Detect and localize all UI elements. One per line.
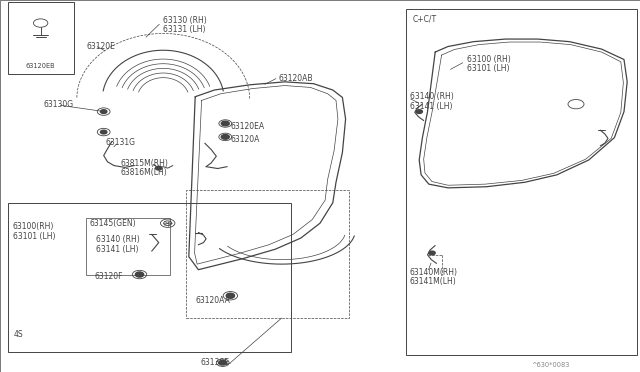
Text: 63100 (RH): 63100 (RH) <box>467 55 511 64</box>
Text: 63130 (RH): 63130 (RH) <box>163 16 207 25</box>
Text: C+C/T: C+C/T <box>413 14 437 23</box>
Text: 63141 (LH): 63141 (LH) <box>96 245 138 254</box>
Circle shape <box>100 130 107 134</box>
Circle shape <box>221 121 229 126</box>
Text: ^630*0083: ^630*0083 <box>531 362 570 368</box>
Text: 63120E: 63120E <box>86 42 115 51</box>
Circle shape <box>429 251 435 255</box>
Text: 63816M(LH): 63816M(LH) <box>120 169 167 177</box>
Text: 63120F: 63120F <box>95 272 124 280</box>
Circle shape <box>219 360 227 365</box>
Circle shape <box>100 110 107 113</box>
Text: 63145(GEN): 63145(GEN) <box>90 219 136 228</box>
Text: 63120AB: 63120AB <box>278 74 313 83</box>
Text: 63120AA: 63120AA <box>195 296 230 305</box>
Circle shape <box>221 135 229 139</box>
Text: 63130E: 63130E <box>200 358 229 367</box>
Circle shape <box>136 272 143 277</box>
Text: 63140M(RH): 63140M(RH) <box>410 268 458 277</box>
Text: 63140 (RH): 63140 (RH) <box>96 235 140 244</box>
Text: 63140 (RH): 63140 (RH) <box>410 92 453 101</box>
Text: 63100(RH): 63100(RH) <box>13 222 54 231</box>
Text: 63120EA: 63120EA <box>230 122 264 131</box>
Text: 63131G: 63131G <box>106 138 136 147</box>
Text: 63101 (LH): 63101 (LH) <box>467 64 509 73</box>
Text: 63815M(RH): 63815M(RH) <box>120 159 168 168</box>
Text: 63130G: 63130G <box>44 100 74 109</box>
Text: 63131 (LH): 63131 (LH) <box>163 25 205 34</box>
Circle shape <box>136 272 143 277</box>
Circle shape <box>227 294 234 298</box>
Circle shape <box>156 166 162 170</box>
Circle shape <box>227 294 234 298</box>
Text: 63120A: 63120A <box>230 135 260 144</box>
Text: 63120EB: 63120EB <box>26 63 56 69</box>
Text: 63141M(LH): 63141M(LH) <box>410 277 456 286</box>
Text: 63101 (LH): 63101 (LH) <box>13 232 55 241</box>
Text: 63141 (LH): 63141 (LH) <box>410 102 452 110</box>
Circle shape <box>416 110 422 113</box>
Text: 4S: 4S <box>14 330 24 339</box>
